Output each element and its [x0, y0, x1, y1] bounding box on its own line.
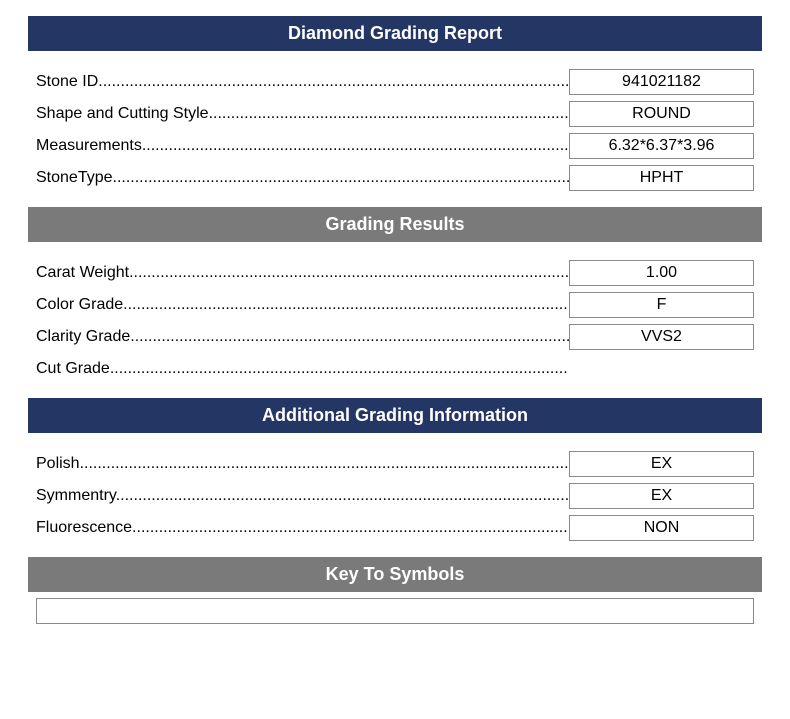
report-page: Diamond Grading Report Stone ID 94102118…	[0, 0, 790, 640]
value-carat: 1.00	[569, 260, 754, 286]
row-measurements: Measurements 6.32*6.37*3.96	[36, 133, 754, 159]
section-grading: Carat Weight 1.00 Color Grade F Clarity …	[28, 260, 762, 398]
label-stonetype: StoneType	[36, 169, 569, 187]
value-stonetype: HPHT	[569, 165, 754, 191]
label-color: Color Grade	[36, 296, 569, 314]
value-clarity: VVS2	[569, 324, 754, 350]
row-carat: Carat Weight 1.00	[36, 260, 754, 286]
label-carat: Carat Weight	[36, 264, 569, 282]
label-shape: Shape and Cutting Style	[36, 105, 569, 123]
row-fluorescence: Fluorescence NON	[36, 515, 754, 541]
value-cut	[569, 356, 754, 382]
label-stone-id: Stone ID	[36, 73, 569, 91]
header-additional: Additional Grading Information	[28, 398, 762, 433]
value-polish: EX	[569, 451, 754, 477]
value-fluorescence: NON	[569, 515, 754, 541]
symbols-box	[36, 598, 754, 624]
row-stone-id: Stone ID 941021182	[36, 69, 754, 95]
row-color: Color Grade F	[36, 292, 754, 318]
value-symmetry: EX	[569, 483, 754, 509]
row-symmetry: Symmentry EX	[36, 483, 754, 509]
label-measurements: Measurements	[36, 137, 569, 155]
section-additional: Polish EX Symmentry EX Fluorescence NON	[28, 451, 762, 557]
row-stonetype: StoneType HPHT	[36, 165, 754, 191]
row-clarity: Clarity Grade VVS2	[36, 324, 754, 350]
label-polish: Polish	[36, 455, 569, 473]
row-cut: Cut Grade	[36, 356, 754, 382]
label-symmetry: Symmentry	[36, 487, 569, 505]
header-symbols: Key To Symbols	[28, 557, 762, 592]
header-grading: Grading Results	[28, 207, 762, 242]
label-clarity: Clarity Grade	[36, 328, 569, 346]
label-fluorescence: Fluorescence	[36, 519, 569, 537]
value-shape: ROUND	[569, 101, 754, 127]
row-polish: Polish EX	[36, 451, 754, 477]
value-color: F	[569, 292, 754, 318]
header-main: Diamond Grading Report	[28, 16, 762, 51]
row-shape: Shape and Cutting Style ROUND	[36, 101, 754, 127]
value-stone-id: 941021182	[569, 69, 754, 95]
value-measurements: 6.32*6.37*3.96	[569, 133, 754, 159]
label-cut: Cut Grade	[36, 360, 569, 378]
section-main: Stone ID 941021182 Shape and Cutting Sty…	[28, 69, 762, 207]
